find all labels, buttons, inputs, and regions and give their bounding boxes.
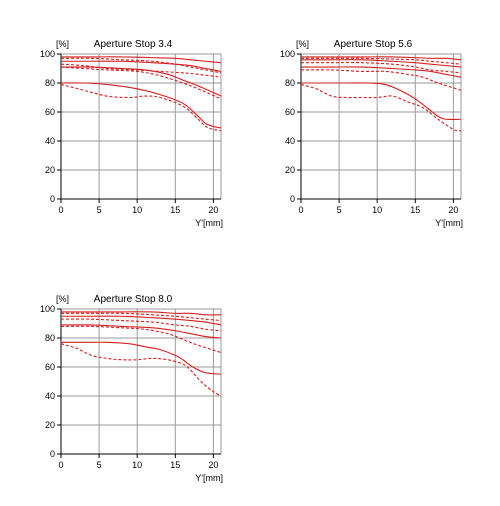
x-tick-label: 5	[337, 205, 342, 215]
series-line-6-dashed	[60, 325, 222, 354]
series-line-4-dashed	[60, 63, 222, 78]
chart-aperture-8-0: 0 20 40 60 80 100 0 5 10 15 20 Aperture Stop 8.0 [%]…	[40, 294, 223, 483]
y-tick-label: 100	[280, 49, 295, 59]
x-tick-label: 5	[97, 205, 102, 215]
x-tick-label: 10	[132, 460, 142, 470]
series-line-8-dashed	[60, 83, 222, 132]
series-line-3-solid	[61, 315, 222, 326]
y-axis-label: [%]	[296, 39, 309, 49]
x-tick-label: 20	[208, 205, 218, 215]
y-tick-label: 80	[285, 78, 295, 88]
y-tick-label: 80	[45, 333, 55, 343]
series-line-5-solid	[301, 66, 462, 78]
y-tick-label: 20	[285, 165, 295, 175]
y-tick-label: 60	[45, 362, 55, 372]
x-axis-label: Y'[mm]	[435, 218, 463, 228]
x-tick-label: 0	[298, 205, 303, 215]
series-line-7-solid	[301, 82, 462, 121]
series-line-1-solid	[61, 311, 222, 316]
x-tick-label: 15	[170, 460, 180, 470]
series-line-2-dashed	[300, 57, 462, 65]
y-tick-label: 40	[45, 136, 55, 146]
plot-frame	[300, 53, 462, 200]
series-group	[300, 56, 462, 132]
grid	[60, 53, 222, 200]
series-line-8-dashed	[300, 83, 462, 132]
y-tick-label: 100	[40, 304, 55, 314]
series-line-1-solid	[301, 56, 462, 61]
series-line-3-solid	[61, 60, 222, 72]
x-tick-label: 20	[208, 460, 218, 470]
x-tick-label: 0	[58, 205, 63, 215]
plot-frame	[60, 53, 222, 200]
series-group	[60, 311, 222, 397]
y-tick-label: 60	[285, 107, 295, 117]
x-axis-label: Y'[mm]	[195, 218, 223, 228]
y-tick-label: 0	[50, 194, 55, 204]
plot-frame	[60, 308, 222, 455]
grid	[300, 53, 462, 200]
y-tick-label: 0	[290, 194, 295, 204]
series-line-7-solid	[61, 341, 222, 375]
y-tick-label: 40	[285, 136, 295, 146]
chart-aperture-5-6: 0 20 40 60 80 100 0 5 10 15 20 Aperture Stop 5.6 [%]…	[280, 39, 463, 228]
series-line-6-dashed	[300, 69, 462, 91]
x-tick-label: 10	[132, 205, 142, 215]
chart-aperture-3-4: 0 20 40 60 80 100 0 5 10 15 20 Aperture Stop 3.4 [%]…	[40, 39, 223, 228]
series-line-5-solid	[60, 66, 222, 97]
series-line-3-solid	[300, 59, 462, 68]
x-tick-label: 5	[97, 460, 102, 470]
y-tick-label: 20	[45, 420, 55, 430]
chart-title: Aperture Stop 3.4	[94, 39, 173, 50]
series-group	[60, 56, 222, 132]
series-line-5-solid	[60, 324, 222, 339]
y-tick-label: 20	[45, 165, 55, 175]
y-tick-label: 0	[50, 449, 55, 459]
y-axis-label: [%]	[56, 39, 69, 49]
series-line-1-solid	[61, 56, 222, 64]
x-tick-label: 20	[448, 205, 458, 215]
y-axis-label: [%]	[56, 294, 69, 304]
y-tick-label: 60	[45, 107, 55, 117]
x-tick-label: 15	[170, 205, 180, 215]
y-tick-label: 40	[45, 391, 55, 401]
series-line-8-dashed	[60, 343, 222, 397]
y-tick-label: 100	[40, 49, 55, 59]
x-axis-label: Y'[mm]	[195, 473, 223, 483]
x-tick-label: 10	[372, 205, 382, 215]
x-tick-label: 15	[410, 205, 420, 215]
chart-title: Aperture Stop 8.0	[94, 294, 173, 305]
x-tick-label: 0	[58, 460, 63, 470]
chart-title: Aperture Stop 5.6	[334, 39, 413, 50]
grid	[60, 308, 222, 455]
series-line-7-solid	[60, 82, 222, 129]
y-tick-label: 80	[45, 78, 55, 88]
